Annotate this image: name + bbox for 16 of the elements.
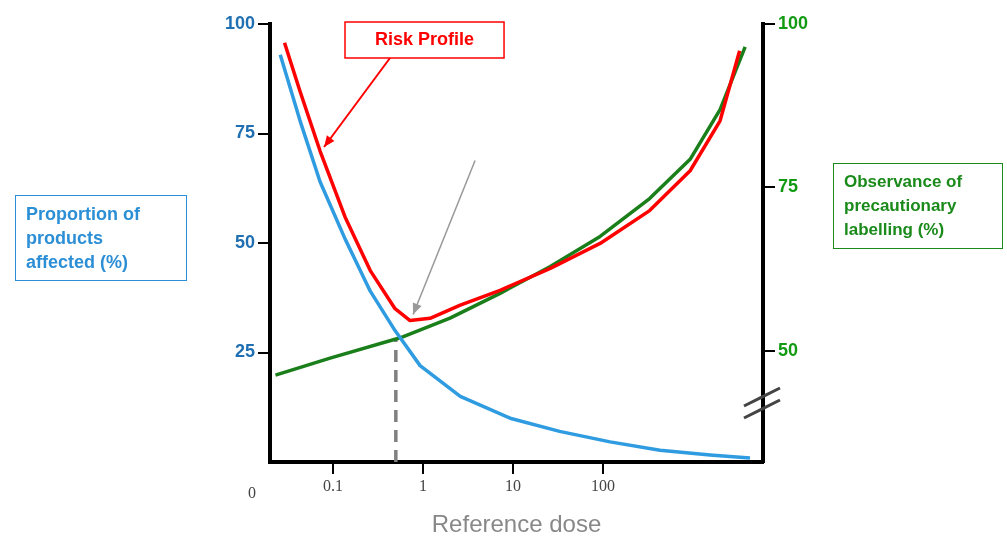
x-axis-title: Reference dose xyxy=(431,510,602,538)
annotation: Risk Profile xyxy=(374,28,475,49)
y-axis-title: Proportion of products affected (%) xyxy=(15,195,187,281)
y-tick-label: 100 xyxy=(224,12,255,33)
text: 0 xyxy=(248,484,256,502)
x-tick-label: 10 xyxy=(504,476,521,494)
y2-axis-title: Observance of precautionary labelling (%) xyxy=(833,163,1003,249)
x-tick-label: 100 xyxy=(590,476,615,494)
y-tick-label: 25 xyxy=(234,341,255,362)
y-tick-label: 50 xyxy=(234,231,255,252)
x-tick-label: 0.1 xyxy=(322,476,343,494)
y2-tick-label: 50 xyxy=(778,339,799,360)
x-tick-label: 1 xyxy=(418,476,427,494)
y-tick-label: 75 xyxy=(234,122,255,143)
y2-tick-label: 75 xyxy=(778,176,799,197)
y2-tick-label: 100 xyxy=(778,12,809,33)
